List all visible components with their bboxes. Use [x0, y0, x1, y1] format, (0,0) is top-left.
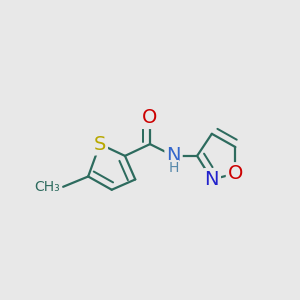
Text: N: N [205, 170, 219, 189]
Text: H: H [168, 161, 179, 175]
Text: O: O [228, 164, 243, 183]
Text: S: S [94, 135, 106, 154]
Text: CH₃: CH₃ [34, 180, 60, 194]
Text: N: N [166, 146, 181, 165]
Text: O: O [142, 108, 158, 127]
